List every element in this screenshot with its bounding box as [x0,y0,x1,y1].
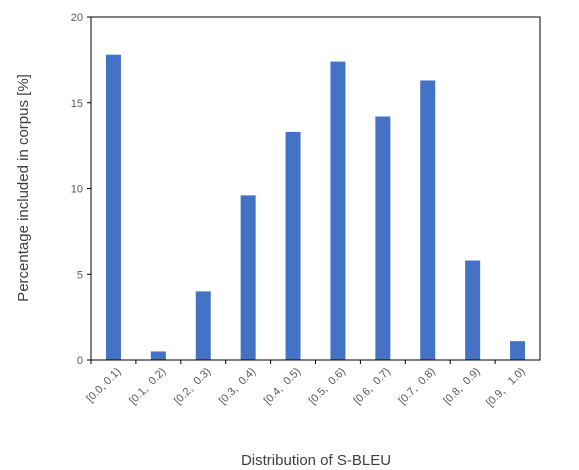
bar [150,351,166,360]
bar [285,131,301,360]
y-tick-label: 20 [71,12,83,24]
x-axis-label: Distribution of S-BLEU [241,452,391,469]
y-tick-label: 5 [77,269,83,281]
x-tick-label: [0.7, 0.8) [397,366,438,407]
x-tick-label: [0.9, 1.0) [484,366,528,410]
x-tick-label: [0.1, 0.2) [127,366,168,407]
bar [510,341,526,360]
y-tick-label: 15 [71,98,83,110]
bar [195,291,211,360]
bars-group [105,54,526,361]
y-axis-label: Percentage included in corpus [%] [15,74,32,302]
y-tick-label: 10 [71,184,83,196]
x-tick-label: [0.8, 0.9) [441,366,482,407]
x-tick-label: [0.5, 0.6) [307,366,348,407]
bar [330,61,346,361]
y-tick-label: 0 [77,355,83,367]
x-axis-ticks: [0.0, 0.1) [0.1, 0.2) [0.2, 0.3) [0.3, 0.4)… [84,360,528,410]
x-tick-label: [0.6, 0.7) [352,366,393,407]
x-tick-label: [0.0, 0.1) [84,366,123,405]
bar [240,195,256,360]
bar [420,80,436,360]
x-tick-label: [0.4, 0.5) [262,366,303,407]
bar [375,116,391,360]
x-tick-label: [0.2, 0.3) [172,366,213,407]
y-axis-ticks: 0 5 10 15 20 [71,12,91,367]
bar [105,54,121,360]
x-tick-label: [0.3, 0.4) [217,366,258,407]
bar [465,260,481,360]
